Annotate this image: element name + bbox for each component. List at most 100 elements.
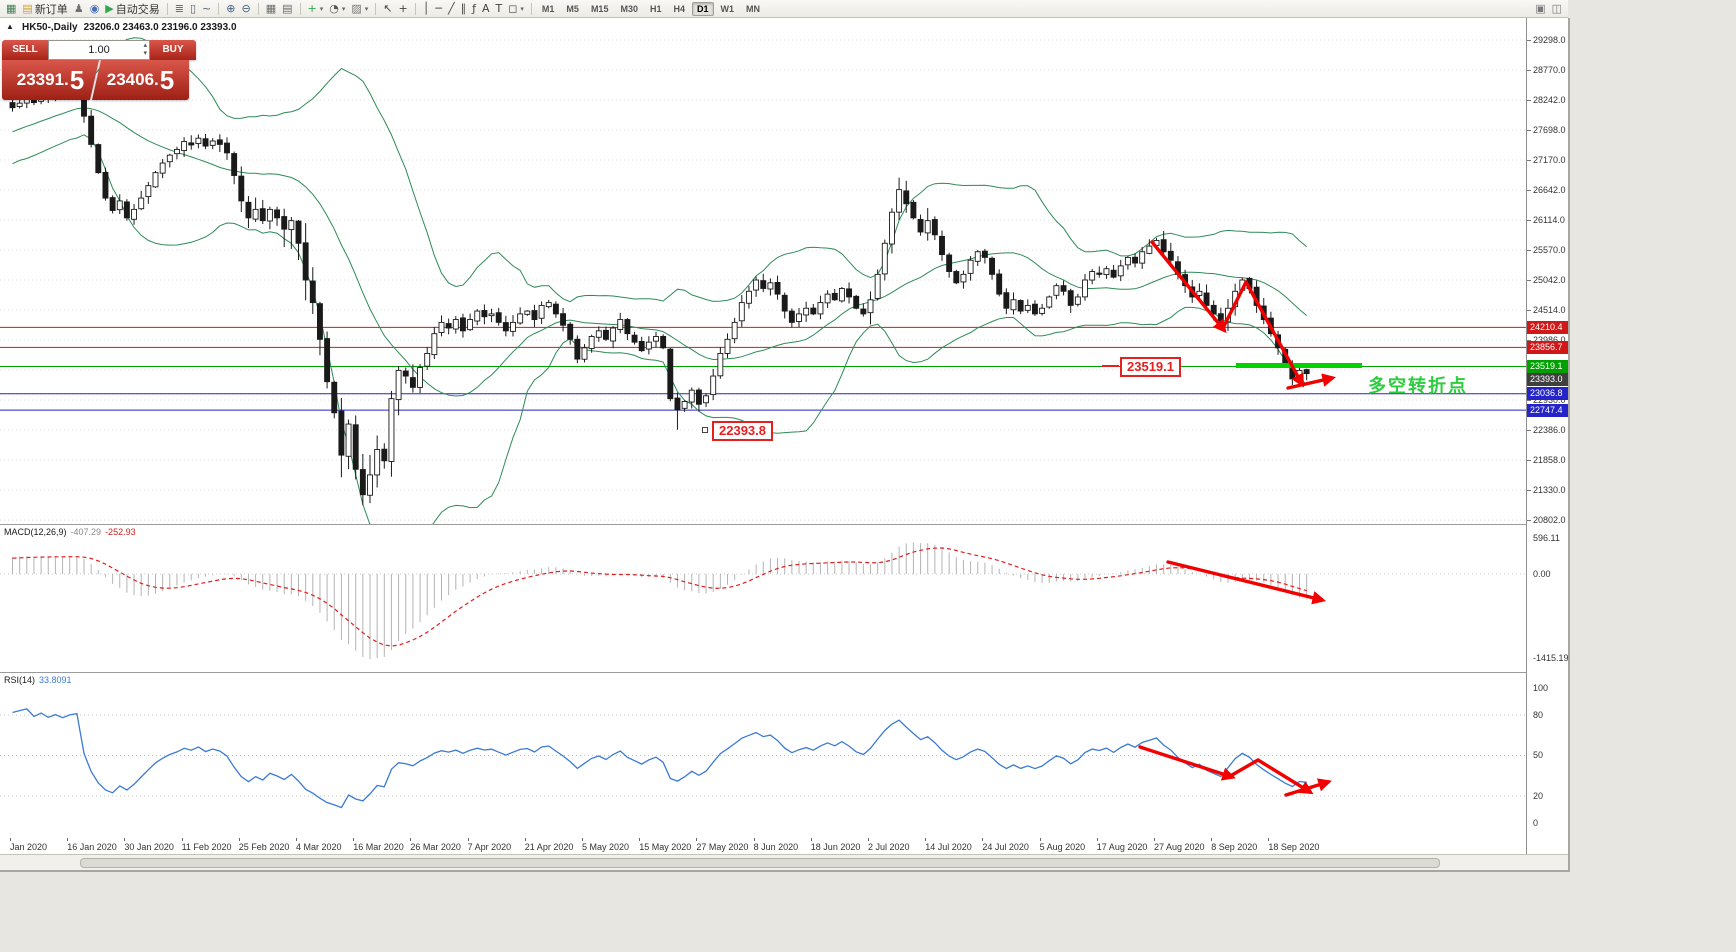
new-chart-icon[interactable]: ▦: [3, 1, 19, 17]
date-tick: [868, 838, 869, 841]
date-tick: [10, 838, 11, 841]
timeframe-button-m5[interactable]: M5: [566, 3, 579, 14]
trend-arrow[interactable]: [1230, 758, 1260, 777]
timeframe-button-h4[interactable]: H4: [673, 3, 685, 14]
price-scale-label: 25042.0: [1533, 275, 1566, 285]
low-price-label[interactable]: 22393.8: [712, 421, 773, 441]
chat-icon[interactable]: ◫: [1549, 1, 1565, 17]
new-order-button[interactable]: ▤ 新订单: [19, 1, 70, 17]
panel-divider-macd[interactable]: [0, 524, 1526, 525]
cursor-tool-icon: ↖: [383, 1, 393, 15]
scrollbar-thumb[interactable]: [80, 858, 1440, 868]
rsi-line: [12, 708, 1307, 809]
spinner-down-icon[interactable]: ▾: [143, 50, 147, 57]
fibonacci-tool-icon[interactable]: ƒ: [469, 1, 479, 17]
trend-arrow[interactable]: [1222, 280, 1248, 328]
cursor-tool-icon[interactable]: ↖: [380, 1, 395, 17]
date-tick: [1268, 838, 1270, 841]
support-segment[interactable]: [1236, 363, 1362, 368]
autotrading-button[interactable]: ▶ 自动交易: [102, 1, 162, 17]
label-tool-icon[interactable]: T: [493, 1, 506, 17]
expert-advisors-icon: ♟: [73, 1, 84, 15]
date-label: 8 Jun 2020: [753, 842, 799, 852]
timeframe-button-h1[interactable]: H1: [649, 3, 662, 14]
trend-arrow[interactable]: [1286, 373, 1336, 390]
desktop-background-bottom: [0, 872, 1570, 952]
bar-chart-type-icon[interactable]: ≣: [172, 1, 187, 17]
shapes-tool-button[interactable]: ◻ ▾: [505, 1, 527, 17]
crosshair-tool-icon[interactable]: +: [396, 1, 411, 17]
date-axis[interactable]: Jan 2020 16 Jan 2020 30 Jan 2020 11 Feb 202…: [0, 838, 1526, 854]
zoom-out-icon[interactable]: ⊖: [238, 1, 253, 17]
sell-button[interactable]: SELL: [2, 40, 48, 60]
line-chart-type-icon[interactable]: ~: [199, 1, 214, 17]
turning-point-text[interactable]: 多空转折点: [1368, 376, 1468, 396]
volume-input[interactable]: 1.00 ▴ ▾: [48, 40, 150, 60]
buy-price-main: 23406.: [106, 70, 159, 89]
price-tag-23519.1: 23519.1: [1527, 359, 1568, 373]
price-chart-canvas[interactable]: [0, 18, 1526, 524]
candlestick-type-icon[interactable]: ▯: [187, 1, 199, 17]
timeframe-button-w1[interactable]: W1: [720, 3, 735, 14]
scripts-icon[interactable]: ◉: [87, 1, 103, 17]
templates-button[interactable]: ▨ ▾: [348, 1, 371, 17]
date-tick: [524, 838, 526, 841]
one-click-toggle-icon[interactable]: ▲: [6, 22, 14, 31]
indicators-button[interactable]: + ▾: [305, 1, 327, 17]
chevron-down-icon: ▾: [341, 5, 346, 13]
horizontal-line-tool-icon[interactable]: ─: [432, 1, 445, 17]
timeframe-button-m30[interactable]: M30: [620, 3, 638, 14]
buy-button[interactable]: BUY: [150, 40, 196, 60]
panel-divider-rsi[interactable]: [0, 672, 1526, 673]
date-label: 27 May 2020: [696, 842, 749, 852]
expert-advisors-icon[interactable]: ♟: [71, 1, 87, 17]
volume-spinner[interactable]: ▴ ▾: [143, 42, 147, 58]
shapes-tool-icon: ◻: [508, 1, 518, 15]
timeframe-button-mn[interactable]: MN: [746, 3, 761, 14]
date-label: 5 Aug 2020: [1039, 842, 1086, 852]
tile-windows-icon[interactable]: ▦: [263, 1, 279, 17]
volume-value: 1.00: [88, 44, 110, 56]
price-axis-line: [1526, 18, 1527, 854]
trend-arrow[interactable]: [1138, 745, 1236, 781]
cascade-windows-icon[interactable]: ▤: [279, 1, 295, 17]
horizontal-scrollbar[interactable]: [0, 854, 1568, 870]
periods-button[interactable]: ◔ ▾: [326, 1, 348, 17]
camera-icon[interactable]: ▣: [1532, 1, 1548, 17]
trendline-tool-icon[interactable]: ╱: [445, 1, 458, 17]
toolbar-separator: [530, 2, 532, 15]
support-price-label[interactable]: 23519.1: [1120, 357, 1181, 377]
toolbar-separator: [299, 2, 301, 15]
vertical-line-tool-icon[interactable]: │: [420, 1, 433, 17]
buy-price-button[interactable]: 23406. 5: [92, 60, 189, 100]
date-label: Jan 2020: [10, 842, 48, 852]
macd-main-value: -407.29: [70, 527, 102, 537]
date-tick: [296, 838, 297, 841]
price-scale-tick: [1527, 340, 1531, 341]
rsi-indicator-canvas[interactable]: [0, 672, 1526, 838]
timeframe-button-m1[interactable]: M1: [541, 3, 555, 14]
trend-arrow[interactable]: [1166, 560, 1326, 605]
toolbar-separator: [257, 2, 259, 15]
low-label-anchor-handle[interactable]: [702, 427, 708, 433]
trend-arrow[interactable]: [1256, 758, 1314, 795]
timeframe-button-m15[interactable]: M15: [590, 3, 609, 14]
price-scale-label: 26642.0: [1533, 185, 1566, 195]
toolbar-separator: [375, 2, 377, 15]
date-label: 27 Aug 2020: [1154, 842, 1205, 852]
trend-arrow[interactable]: [1284, 778, 1332, 797]
spinner-up-icon[interactable]: ▴: [143, 42, 147, 49]
channel-tool-icon[interactable]: ∥: [458, 1, 470, 17]
zoom-in-icon[interactable]: ⊕: [223, 1, 238, 17]
macd-indicator-canvas[interactable]: [0, 524, 1526, 672]
sell-price-button[interactable]: 23391. 5: [2, 60, 99, 100]
text-tool-icon[interactable]: A: [479, 1, 493, 17]
timeframe-button-d1[interactable]: D1: [692, 1, 714, 16]
date-label: 18 Jun 2020: [810, 842, 861, 852]
price-scale[interactable]: 29298.0 28770.0 28242.0 27698.0 27170.0 26642…: [1527, 18, 1569, 854]
price-scale-label: 28242.0: [1533, 95, 1566, 105]
date-tick: [1039, 838, 1041, 841]
date-tick: [810, 838, 812, 841]
trend-arrow[interactable]: [1150, 240, 1227, 334]
trend-arrow[interactable]: [1244, 280, 1304, 388]
